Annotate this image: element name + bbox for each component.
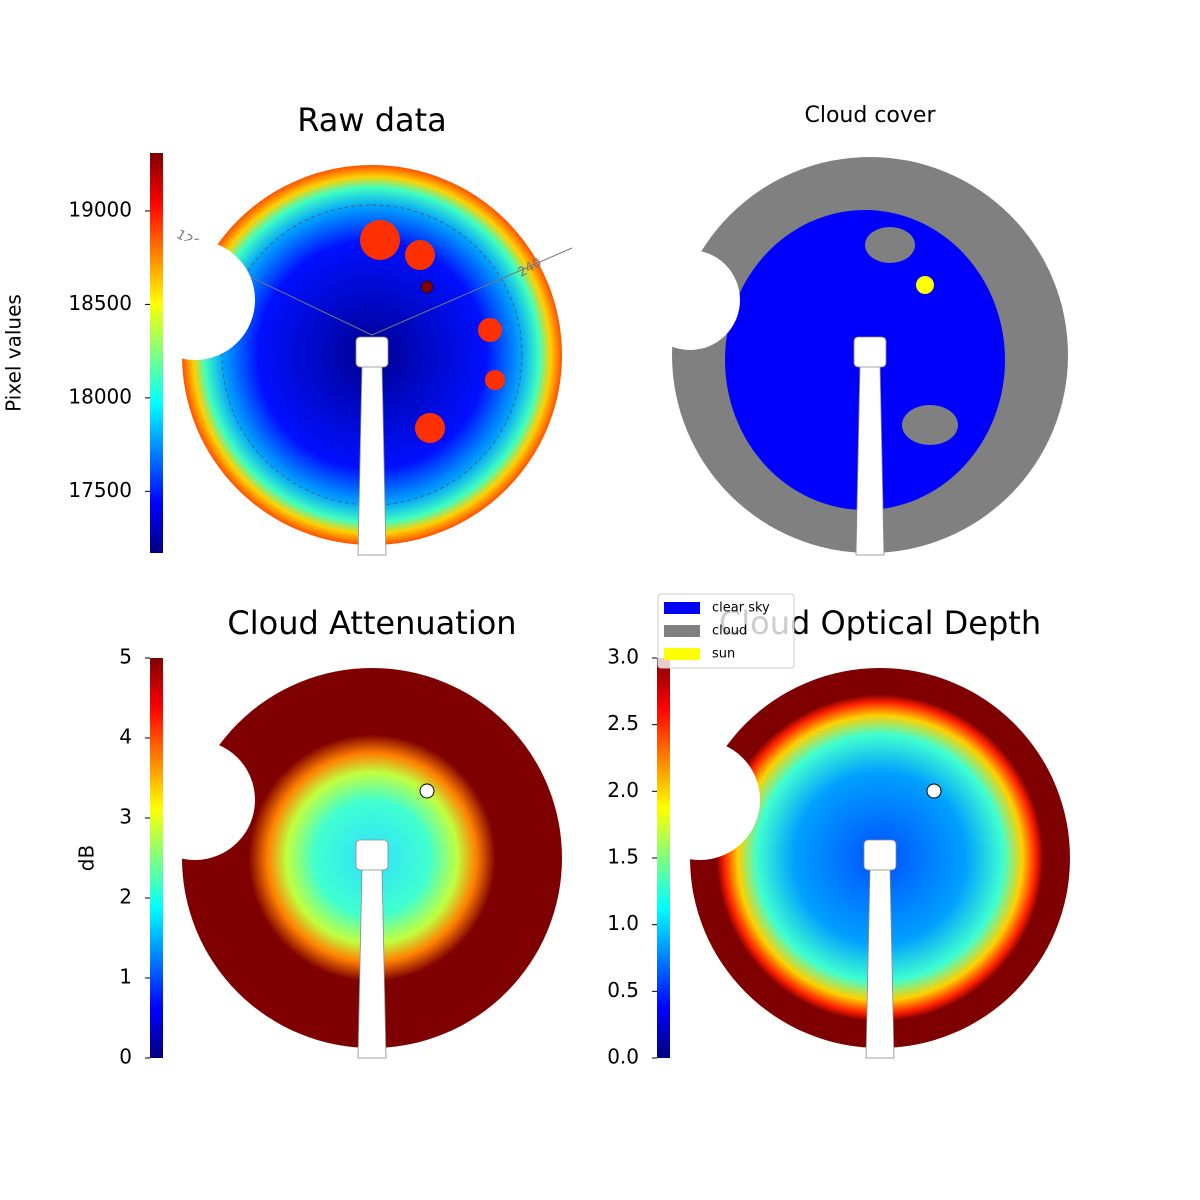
cloud-blob [405, 240, 435, 270]
image-notch [640, 250, 740, 350]
colorbar [150, 658, 163, 1058]
camera-arm [855, 364, 885, 556]
legend-label: sun [712, 647, 735, 662]
colorbar-tick-label: 19000 [68, 197, 132, 221]
colorbar-tick-label: 1.5 [607, 845, 639, 869]
camera-head [355, 839, 389, 871]
azimuth-line [371, 247, 573, 336]
colorbar-tick-label: 18000 [68, 384, 132, 408]
legend: clear sky cloud sun [657, 593, 795, 669]
colorbar-tick-label: 3 [119, 805, 132, 829]
camera-arm [357, 364, 387, 556]
legend-swatch [664, 625, 700, 637]
cloud-blob [360, 220, 400, 260]
legend-swatch [664, 602, 700, 614]
camera-head [863, 839, 897, 871]
panel-title: Cloud cover [805, 103, 937, 128]
sun-marker [916, 276, 934, 294]
image-notch [135, 240, 255, 360]
colorbar-tick-label: 0 [119, 1045, 132, 1069]
sun-marker [419, 783, 435, 799]
colorbar-tick-label: 2.5 [607, 711, 639, 735]
colorbar [150, 153, 163, 553]
legend-swatch [664, 648, 700, 660]
legend-label: clear sky [712, 601, 770, 616]
colorbar-tick-label: 1.0 [607, 911, 639, 935]
colorbar-label: dB [75, 845, 99, 871]
colorbar-tick-label: 5 [119, 645, 132, 669]
colorbar-tick-label: 3.0 [607, 645, 639, 669]
panel-title: Cloud Attenuation [227, 604, 516, 642]
colorbar-tick-label: 18500 [68, 291, 132, 315]
sun-marker [420, 280, 434, 294]
camera-head [853, 336, 887, 368]
image-notch [135, 740, 255, 860]
camera-head [355, 336, 389, 368]
cloud-blob [478, 318, 502, 342]
colorbar-tick-label: 2 [119, 885, 132, 909]
colorbar-tick-label: 0.0 [607, 1045, 639, 1069]
panel-title: Raw data [297, 101, 447, 139]
cloud-blob [485, 370, 505, 390]
camera-arm [357, 867, 387, 1059]
colorbar-tick-label: 17500 [68, 478, 132, 502]
cloud-patch [902, 405, 958, 445]
colorbar-tick-label: 1 [119, 965, 132, 989]
colorbar-tick-label: 2.0 [607, 778, 639, 802]
cloud-blob [415, 413, 445, 443]
camera-arm [865, 867, 895, 1059]
colorbar [657, 658, 670, 1058]
colorbar-tick-label: 0.5 [607, 978, 639, 1002]
sun-marker [926, 783, 942, 799]
colorbar-tick-label: 4 [119, 725, 132, 749]
cloud-patch [865, 227, 915, 263]
colorbar-label: Pixel values [2, 294, 26, 412]
grid-circle [221, 204, 523, 506]
legend-label: cloud [712, 624, 747, 639]
